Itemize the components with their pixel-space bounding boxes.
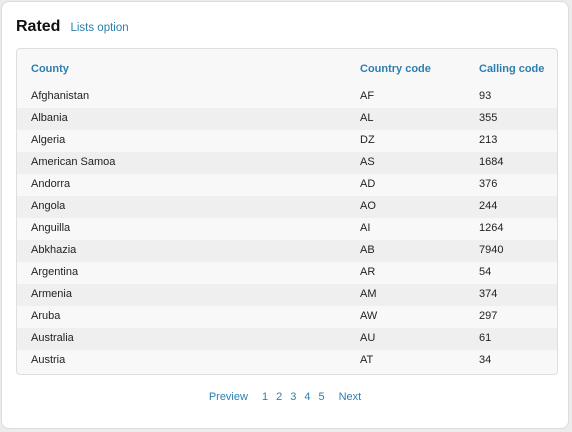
card-header: Rated Lists option: [16, 18, 129, 40]
cell-country-code: AS: [360, 156, 375, 168]
cell-county: Angola: [31, 200, 66, 212]
table-row: Angola AO 244: [17, 196, 557, 218]
pagination-page-2[interactable]: 2: [276, 391, 283, 403]
table-row: Andorra AD 376: [17, 174, 557, 196]
cell-county: Argentina: [31, 266, 79, 278]
cell-country-code: AF: [360, 90, 375, 102]
cell-county: Australia: [31, 332, 74, 344]
table-row: Afghanistan AF 93: [17, 86, 557, 108]
cell-county: Armenia: [31, 288, 72, 300]
cell-county: American Samoa: [31, 156, 116, 168]
cell-country-code: AW: [360, 310, 378, 322]
cell-calling-code: 213: [479, 134, 498, 146]
cell-country-code: AB: [360, 244, 375, 256]
table-row: Albania AL 355: [17, 108, 557, 130]
lists-option-link[interactable]: Lists option: [70, 22, 129, 34]
table-row: Anguilla AI 1264: [17, 218, 557, 240]
table-row: American Samoa AS 1684: [17, 152, 557, 174]
table-row: Aruba AW 297: [17, 306, 557, 328]
column-header-county[interactable]: County: [31, 63, 69, 75]
table-row: Armenia AM 374: [17, 284, 557, 306]
cell-county: Aruba: [31, 310, 61, 322]
cell-calling-code: 34: [479, 354, 492, 366]
cell-county: Andorra: [31, 178, 71, 190]
cell-calling-code: 374: [479, 288, 498, 300]
table-row: Abkhazia AB 7940: [17, 240, 557, 262]
cell-county: Anguilla: [31, 222, 71, 234]
cell-country-code: AT: [360, 354, 374, 366]
pagination: Preview 1 2 3 4 5 Next: [2, 391, 568, 403]
cell-calling-code: 244: [479, 200, 498, 212]
pagination-page-4[interactable]: 4: [304, 391, 311, 403]
card-title: Rated: [16, 18, 61, 35]
cell-county: Algeria: [31, 134, 66, 146]
cell-calling-code: 1684: [479, 156, 504, 168]
cell-calling-code: 355: [479, 112, 498, 124]
column-header-calling-code[interactable]: Calling code: [479, 63, 545, 75]
cell-country-code: AD: [360, 178, 376, 190]
pagination-next-link[interactable]: Next: [338, 391, 362, 403]
cell-county: Austria: [31, 354, 66, 366]
table-row: Argentina AR 54: [17, 262, 557, 284]
cell-calling-code: 1264: [479, 222, 504, 234]
cell-calling-code: 7940: [479, 244, 504, 256]
table-header: County Country code Calling code: [17, 59, 557, 81]
cell-county: Afghanistan: [31, 90, 90, 102]
country-table: County Country code Calling code Afghani…: [16, 48, 558, 375]
pagination-preview-link[interactable]: Preview: [208, 391, 248, 403]
cell-country-code: AM: [360, 288, 377, 300]
table-row: Austria AT 34: [17, 350, 557, 372]
pagination-page-1[interactable]: 1: [261, 391, 269, 403]
cell-county: Albania: [31, 112, 68, 124]
cell-country-code: AL: [360, 112, 374, 124]
cell-calling-code: 93: [479, 90, 492, 102]
cell-country-code: AO: [360, 200, 376, 212]
cell-calling-code: 61: [479, 332, 492, 344]
table-row: Australia AU 61: [17, 328, 557, 350]
cell-calling-code: 297: [479, 310, 498, 322]
table-row: Algeria DZ 213: [17, 130, 557, 152]
cell-country-code: AI: [360, 222, 371, 234]
cell-calling-code: 54: [479, 266, 492, 278]
cell-calling-code: 376: [479, 178, 498, 190]
column-header-country-code[interactable]: Country code: [360, 63, 431, 75]
cell-country-code: DZ: [360, 134, 375, 146]
cell-country-code: AR: [360, 266, 376, 278]
cell-county: Abkhazia: [31, 244, 77, 256]
table-body: Afghanistan AF 93 Albania AL 355 Algeria DZ 213 A…: [17, 86, 557, 372]
pagination-page-3[interactable]: 3: [290, 391, 297, 403]
cell-country-code: AU: [360, 332, 376, 344]
pagination-page-5[interactable]: 5: [318, 391, 325, 403]
